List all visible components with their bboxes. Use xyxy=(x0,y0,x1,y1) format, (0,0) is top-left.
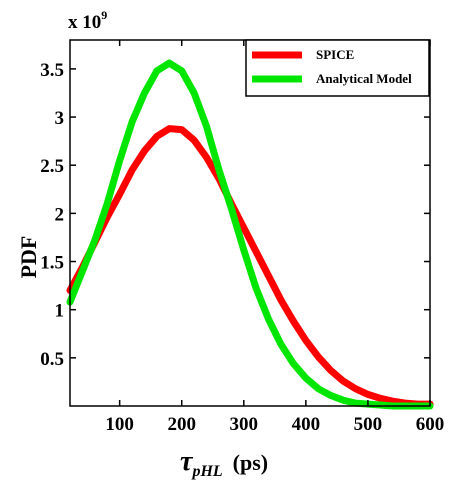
x-tick-label: 400 xyxy=(292,414,321,435)
y-tick-label: 2.5 xyxy=(40,156,64,177)
y-multiplier-label: x 109 xyxy=(68,8,107,33)
x-tick-label: 600 xyxy=(416,414,445,435)
axis-layer: 100 200 300 400 500 600 0.5 1 1.5 2 2.5 3 3.5 xyxy=(40,39,445,435)
x-axis-label: τpHL (ps) xyxy=(180,446,268,480)
y-tick-label: 0.5 xyxy=(40,349,64,370)
y-tick-label: 2 xyxy=(55,204,65,225)
series-line-spice xyxy=(66,125,434,408)
y-tick-label: 1 xyxy=(55,301,65,322)
legend-label-analytical-model: Analytical Model xyxy=(316,71,412,86)
x-tick-label: 500 xyxy=(354,414,383,435)
x-tick-label: 200 xyxy=(167,414,196,435)
legend: SPICE Analytical Model xyxy=(245,39,430,97)
legend-label-spice: SPICE xyxy=(316,47,354,62)
y-tick-label: 1.5 xyxy=(40,253,64,274)
y-tick-label: 3.5 xyxy=(40,60,64,81)
y-tick-label: 3 xyxy=(55,108,65,129)
x-tick-label: 300 xyxy=(230,414,259,435)
series-layer xyxy=(66,59,434,410)
x-tick-label: 100 xyxy=(105,414,134,435)
series-line-analytical-model xyxy=(66,59,434,410)
legend-box xyxy=(245,39,430,97)
y-axis-label: PDF xyxy=(16,236,41,279)
